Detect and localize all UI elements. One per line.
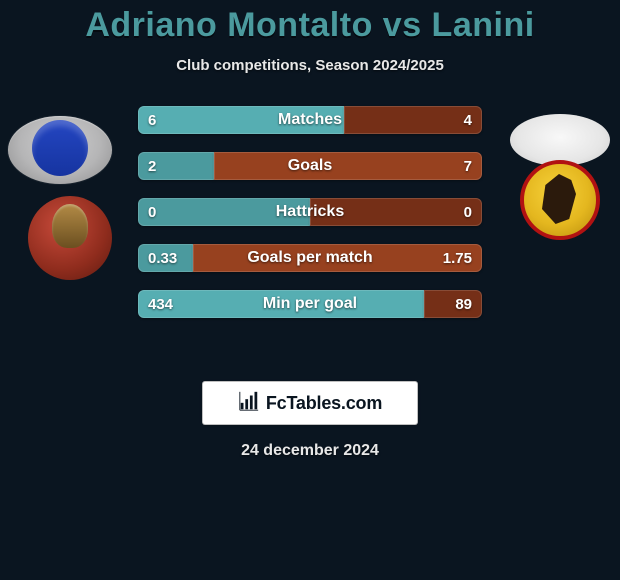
club-left-crest [28, 196, 112, 280]
chart-bars-icon [238, 390, 260, 417]
stat-value-left: 2 [148, 152, 156, 180]
stat-value-right: 89 [455, 290, 472, 318]
player-left-photo [8, 116, 112, 184]
stat-value-right: 0 [464, 198, 472, 226]
club-right-crest [520, 160, 600, 240]
stat-value-right: 7 [464, 152, 472, 180]
stat-row: 2 7 Goals [138, 152, 482, 180]
stat-value-left: 0.33 [148, 244, 177, 272]
page-title: Adriano Montalto vs Lanini [0, 6, 620, 45]
stat-value-left: 6 [148, 106, 156, 134]
stat-label: Matches [278, 111, 342, 129]
date-text: 24 december 2024 [0, 442, 620, 460]
stat-row: 0 0 Hattricks [138, 198, 482, 226]
stat-label: Goals per match [247, 249, 372, 267]
stat-value-left: 434 [148, 290, 173, 318]
page-root: Adriano Montalto vs Lanini Club competit… [0, 0, 620, 460]
player-right-photo [510, 114, 610, 166]
stat-label: Hattricks [276, 203, 344, 221]
stat-row: 434 89 Min per goal [138, 290, 482, 318]
stat-row: 0.33 1.75 Goals per match [138, 244, 482, 272]
stat-value-left: 0 [148, 198, 156, 226]
stat-bar-right [424, 290, 482, 318]
stat-bar-right [344, 106, 482, 134]
stat-bar-right [214, 152, 482, 180]
stat-rows: 6 4 Matches 2 7 Goals 0 0 Hattricks 0.33 1.75 Goals… [138, 106, 482, 336]
stat-value-right: 1.75 [443, 244, 472, 272]
stat-label: Goals [288, 157, 332, 175]
stat-value-right: 4 [464, 106, 472, 134]
stat-row: 6 4 Matches [138, 106, 482, 134]
page-subtitle: Club competitions, Season 2024/2025 [0, 57, 620, 74]
brand-text: FcTables.com [266, 393, 382, 414]
brand-badge: FcTables.com [203, 382, 417, 424]
stat-label: Min per goal [263, 295, 357, 313]
comparison-panel: 6 4 Matches 2 7 Goals 0 0 Hattricks 0.33 1.75 Goals… [0, 104, 620, 364]
